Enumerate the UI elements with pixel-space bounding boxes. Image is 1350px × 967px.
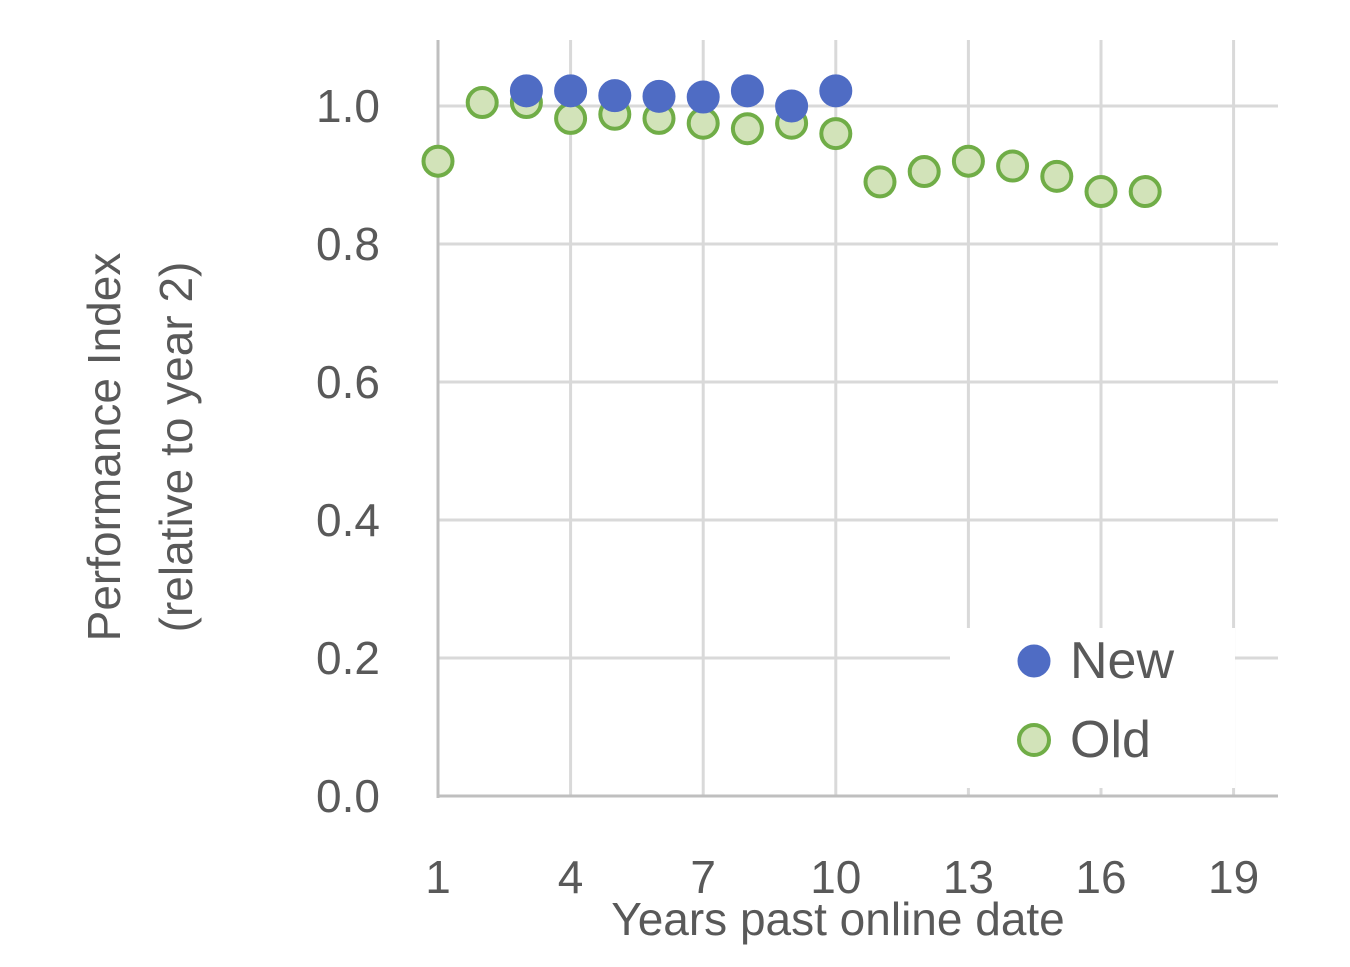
- x-tick-label: 10: [810, 851, 861, 903]
- point-new: [598, 79, 632, 113]
- point-old: [1040, 159, 1074, 193]
- y-tick-label: 1.0: [316, 80, 380, 132]
- point-old: [907, 155, 941, 189]
- legend-new-label: New: [1070, 632, 1174, 690]
- y-tick-label: 0.2: [316, 632, 380, 684]
- point-old: [819, 117, 853, 151]
- x-tick-label: 7: [690, 851, 716, 903]
- x-tick-label: 1: [425, 851, 451, 903]
- point-new: [509, 74, 543, 108]
- legend: New Old: [1017, 632, 1174, 769]
- legend-background: [950, 628, 1235, 788]
- point-old: [863, 165, 897, 199]
- point-new: [819, 74, 853, 108]
- x-axis-tick-labels: 1 4 7 10 13 16 19: [425, 851, 1259, 903]
- point-new: [554, 74, 588, 108]
- y-axis-title-line2: (relative to year 2): [150, 262, 202, 633]
- x-tick-label: 19: [1208, 851, 1259, 903]
- point-old: [465, 86, 499, 120]
- point-old: [554, 101, 588, 135]
- x-tick-label: 4: [558, 851, 584, 903]
- point-old: [1128, 175, 1162, 209]
- y-tick-label: 0.8: [316, 218, 380, 270]
- point-old: [951, 144, 985, 178]
- data-points: [421, 74, 1162, 209]
- point-old: [730, 112, 764, 146]
- point-new: [775, 89, 809, 123]
- x-tick-label: 13: [943, 851, 994, 903]
- y-tick-label: 0.4: [316, 494, 380, 546]
- point-old: [996, 149, 1030, 183]
- point-new: [642, 79, 676, 113]
- x-tick-label: 16: [1075, 851, 1126, 903]
- y-tick-label: 0.0: [316, 770, 380, 822]
- point-new: [686, 80, 720, 114]
- point-old: [1084, 175, 1118, 209]
- legend-old-label: Old: [1070, 711, 1151, 769]
- y-axis-tick-labels: 0.0 0.2 0.4 0.6 0.8 1.0: [316, 80, 380, 822]
- point-old: [421, 144, 455, 178]
- legend-new-marker: [1017, 644, 1051, 678]
- point-new: [730, 74, 764, 108]
- x-axis-title: Years past online date: [611, 893, 1065, 945]
- legend-old-marker: [1017, 723, 1051, 757]
- y-tick-label: 0.6: [316, 356, 380, 408]
- y-axis-title-line1: Performance Index: [78, 253, 130, 642]
- y-axis-title: Performance Index (relative to year 2): [78, 253, 202, 642]
